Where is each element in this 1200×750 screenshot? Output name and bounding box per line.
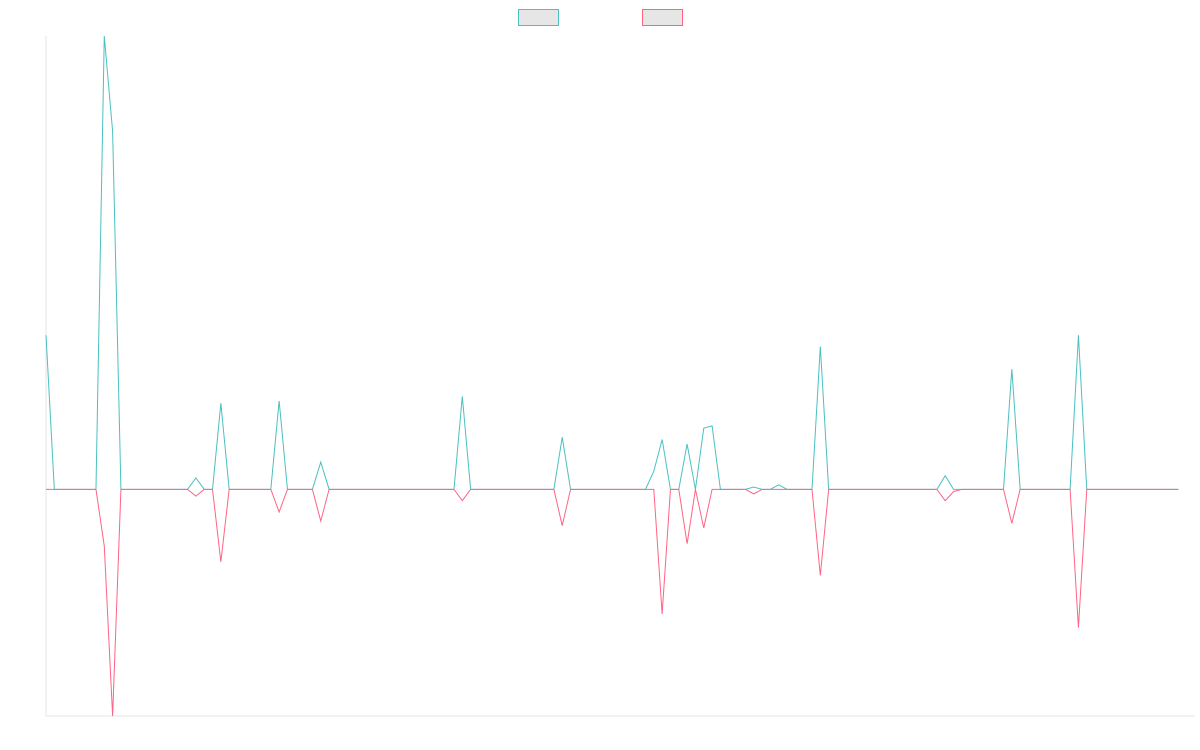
series-line-1	[45, 35, 1179, 490]
legend[interactable]	[518, 9, 683, 26]
plot-area	[45, 35, 1179, 717]
series-line-2	[46, 488, 1179, 717]
legend-item-1[interactable]	[518, 9, 559, 26]
axes	[45, 36, 1195, 717]
legend-item-2[interactable]	[642, 9, 683, 26]
